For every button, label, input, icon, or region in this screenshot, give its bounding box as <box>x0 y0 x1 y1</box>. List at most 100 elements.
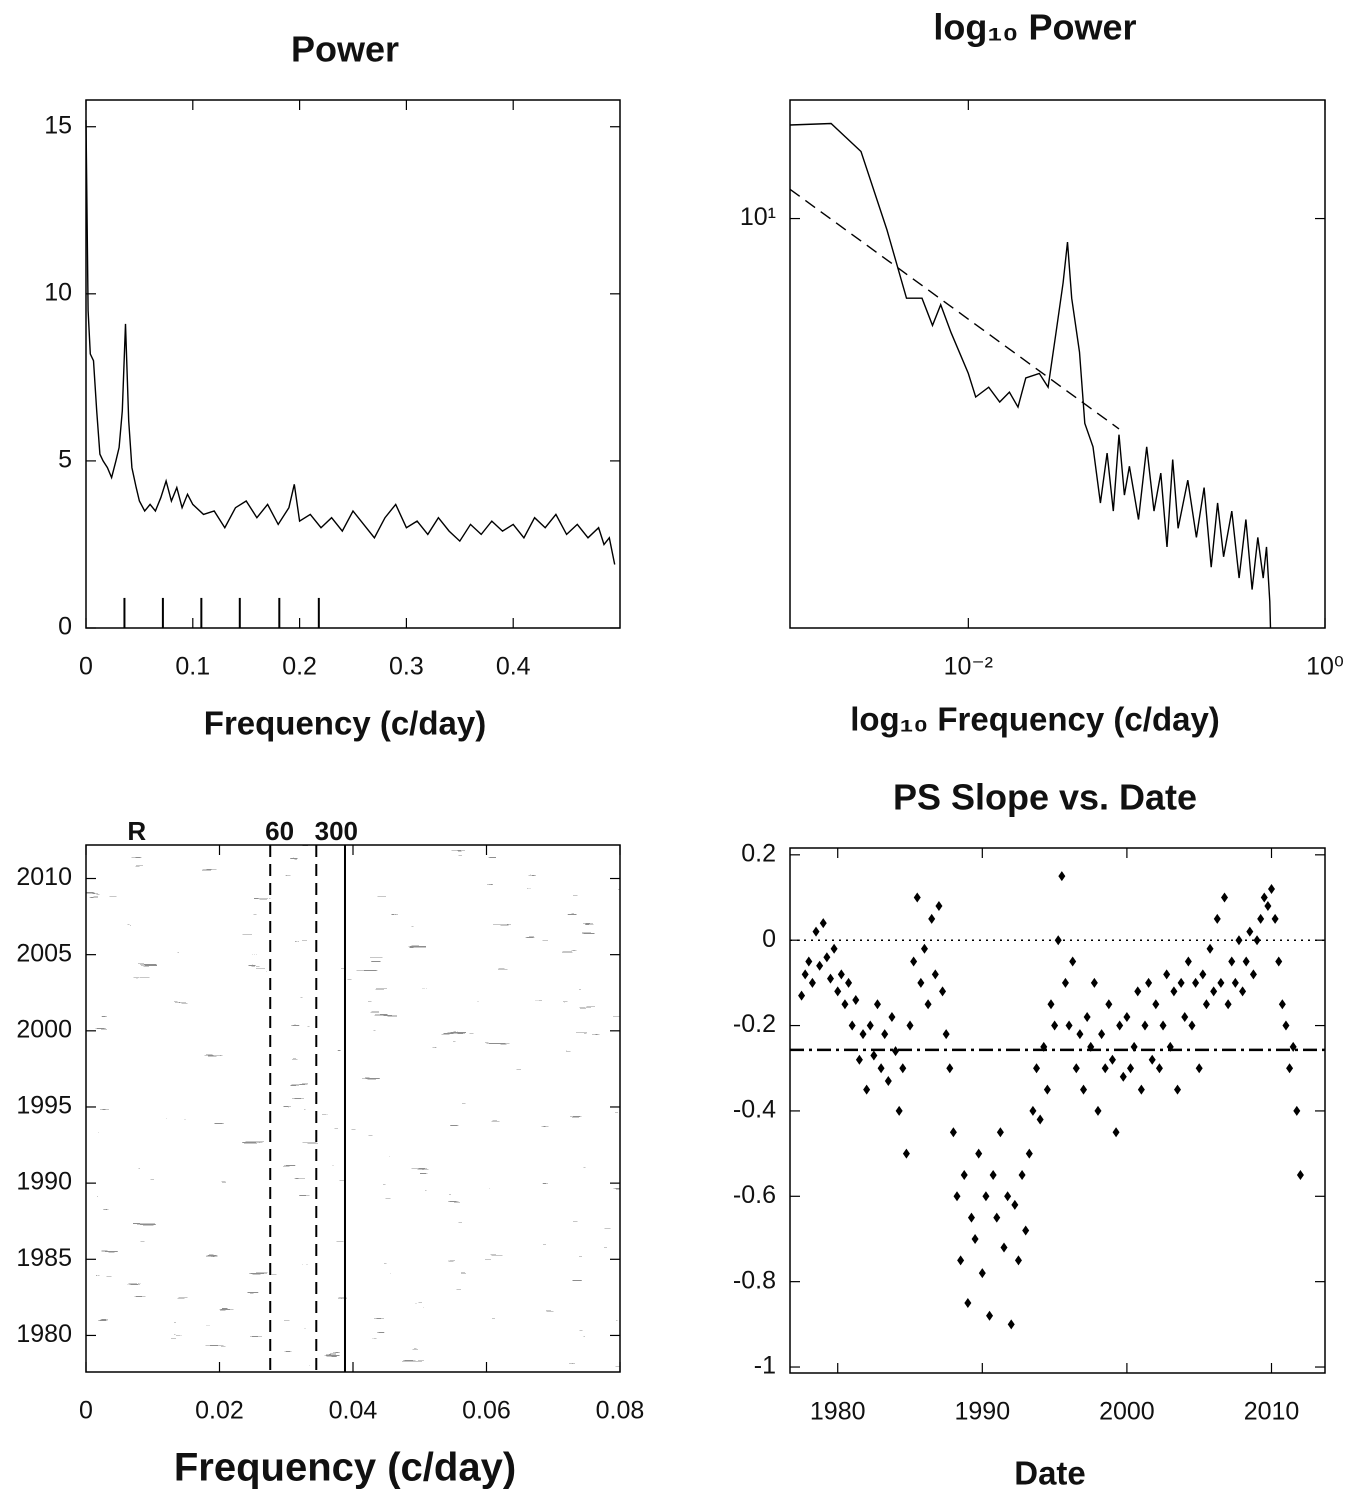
x-tick-label: 0 <box>79 1397 93 1425</box>
x-axis-label: Frequency (c/day) <box>204 705 486 742</box>
chart-title: Power <box>291 29 399 70</box>
scatter-point <box>1105 999 1113 1010</box>
scatter-point <box>1282 1020 1290 1031</box>
scatter-point <box>1090 977 1098 988</box>
scatter-point <box>1065 1020 1073 1031</box>
scatter-point <box>816 960 824 971</box>
x-tick-label: 0.06 <box>462 1397 511 1425</box>
x-tick-label: 1980 <box>810 1398 866 1426</box>
scatter-point <box>1108 1054 1116 1065</box>
scatter-point <box>993 1212 1001 1223</box>
scatter-point <box>917 977 925 988</box>
scatter-point <box>1192 977 1200 988</box>
scatter-point <box>920 943 928 954</box>
heatmap-texture <box>86 845 620 1372</box>
y-tick-label: 2010 <box>16 863 72 891</box>
scatter-point <box>1174 1084 1182 1095</box>
scatter-point <box>855 1054 863 1065</box>
scatter-point <box>1000 1242 1008 1253</box>
scatter-point <box>1098 1029 1106 1040</box>
scatter-point <box>1119 1071 1127 1082</box>
scatter-point <box>1083 1012 1091 1023</box>
scatter-point <box>892 1046 900 1057</box>
y-tick-label: 0.2 <box>741 839 776 867</box>
scatter-point <box>1148 1054 1156 1065</box>
scatter-point <box>1224 999 1232 1010</box>
scatter-point <box>1076 1029 1084 1040</box>
y-tick-label: -0.6 <box>733 1181 776 1209</box>
scatter-point <box>946 1063 954 1074</box>
scatter-point <box>906 1020 914 1031</box>
scatter-point <box>1007 1319 1015 1330</box>
y-tick-label: -0.2 <box>733 1010 776 1038</box>
plot-frame <box>789 847 1326 1374</box>
scatter-point <box>1239 986 1247 997</box>
scatter-point <box>982 1191 990 1202</box>
scatter-point <box>1181 1012 1189 1023</box>
scatter-point <box>1228 956 1236 967</box>
scatter-point <box>1080 1084 1088 1095</box>
scatter-point <box>1249 969 1257 980</box>
scatter-point <box>1022 1225 1030 1236</box>
x-tick-label: 0 <box>79 653 93 681</box>
scatter-point <box>1094 1105 1102 1116</box>
scatter-point <box>866 1020 874 1031</box>
scatter-point <box>848 1020 856 1031</box>
scatter-point <box>931 969 939 980</box>
scatter-point <box>1040 1041 1048 1052</box>
scatter-point <box>1087 1041 1095 1052</box>
scatter-point <box>978 1268 986 1279</box>
chart-title: log₁₀ Power <box>933 7 1136 48</box>
scatter-point <box>798 990 806 1001</box>
scatter-point <box>1137 1084 1145 1095</box>
y-tick-label: 15 <box>44 111 72 139</box>
scatter-point <box>1101 1063 1109 1074</box>
scatter-point <box>989 1169 997 1180</box>
scatter-point <box>1293 1105 1301 1116</box>
scatter-point <box>870 1050 878 1061</box>
scatter-point <box>1025 1148 1033 1159</box>
scatter-point <box>1289 1041 1297 1052</box>
scatter-point <box>1253 935 1261 946</box>
scatter-point <box>1069 956 1077 967</box>
scatter-point <box>1145 977 1153 988</box>
scatter-point <box>1152 999 1160 1010</box>
scatter-point <box>1235 935 1243 946</box>
scatter-point <box>953 1191 961 1202</box>
scatter-point <box>1054 935 1062 946</box>
scatter-point <box>942 1029 950 1040</box>
series-line <box>85 120 616 565</box>
scatter-point <box>1141 1020 1149 1031</box>
y-tick-label: 1980 <box>16 1320 72 1348</box>
x-tick-label: 0.02 <box>195 1397 244 1425</box>
x-tick-label: 1990 <box>954 1398 1010 1426</box>
series-line <box>789 188 1120 430</box>
scatter-point <box>1221 892 1229 903</box>
scatter-point <box>884 1076 892 1087</box>
scatter-point <box>819 918 827 929</box>
scatter-point <box>910 956 918 967</box>
chart-title: PS Slope vs. Date <box>893 777 1197 818</box>
series-line <box>789 122 1272 629</box>
annotation: 300 <box>315 816 358 846</box>
scatter-point <box>1163 969 1171 980</box>
scatter-point <box>1246 926 1254 937</box>
scatter-point <box>859 1029 867 1040</box>
scatter-point <box>881 1029 889 1040</box>
y-tick-label: 0 <box>762 925 776 953</box>
scatter-point <box>1188 1020 1196 1031</box>
scatter-point <box>1257 913 1265 924</box>
scatter-point <box>888 1012 896 1023</box>
scatter-point <box>1127 1063 1135 1074</box>
scatter-point <box>928 913 936 924</box>
x-tick-label: 0.1 <box>175 653 210 681</box>
annotation: R <box>127 816 146 846</box>
scatter-point <box>1184 956 1192 967</box>
y-tick-label: 1995 <box>16 1092 72 1120</box>
scatter-point <box>895 1105 903 1116</box>
scatter-point <box>1268 883 1275 894</box>
x-axis-label: log₁₀ Frequency (c/day) <box>850 701 1220 738</box>
x-tick-label: 2000 <box>1099 1398 1155 1426</box>
scatter-point <box>873 999 881 1010</box>
